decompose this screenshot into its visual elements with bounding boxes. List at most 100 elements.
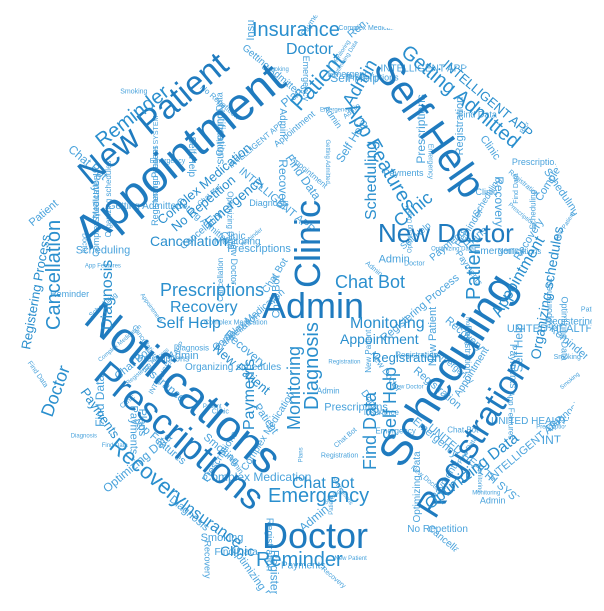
filler-word: Optimizing Data: [215, 92, 225, 156]
filler-word: Doctor: [404, 260, 425, 267]
filler-word: Admin: [168, 350, 199, 362]
word-monitoring: Monitoring: [350, 315, 425, 332]
filler-word: Monitoring: [472, 491, 500, 497]
word-cancellation-inner: Cancellation: [150, 233, 227, 249]
word-admin-center: Admin: [262, 285, 364, 326]
filler-word: Optimizing Data: [407, 210, 413, 253]
filler-word: Plans: [136, 409, 148, 437]
filler-word: Diagnosis: [71, 434, 97, 440]
filler-word: Registering Process: [150, 145, 160, 226]
filler-word: Getting Admitted: [324, 140, 330, 184]
filler-word: Insurance: [364, 408, 400, 417]
filler-word: Registering Process: [545, 317, 604, 328]
filler-word: Payments: [281, 561, 325, 572]
filler-word: Recovery: [276, 159, 290, 210]
filler-word: Chat Bot: [333, 427, 358, 450]
filler-word: Prescriptions: [536, 424, 571, 430]
filler-word: Complex Medication: [204, 319, 268, 326]
filler-word: Patient: [329, 496, 335, 515]
filler-word: Find Data: [93, 375, 107, 427]
word-monitoring-vert: Monitoring: [284, 346, 304, 430]
word-self-help-lower: Self Help: [380, 367, 400, 440]
filler-word: App Features: [85, 264, 121, 270]
word-prescriptions-small: Prescriptions: [160, 280, 264, 300]
filler-word: Registration: [463, 325, 473, 373]
filler-word: No Repetition: [407, 524, 468, 535]
filler-word: Emergency: [328, 69, 374, 79]
filler-word: Self Help: [511, 323, 525, 372]
word-cancellation: Cancellation: [43, 220, 65, 330]
filler-word: Organizing schedules: [185, 362, 281, 373]
filler-word: Registration: [263, 518, 274, 571]
filler-word: Emergency: [320, 108, 350, 114]
filler-word: Payments: [90, 173, 102, 222]
filler-word: Prescriptions: [512, 157, 565, 167]
word-diagnosis-left: Diagnosis: [99, 260, 116, 330]
filler-word: INTELLIGENT APP: [381, 63, 468, 74]
filler-word: Notifications: [215, 105, 227, 165]
filler-word: App Features: [507, 391, 516, 439]
filler-word: Chat Bot: [447, 425, 479, 434]
filler-word: New Patient: [335, 556, 368, 562]
filler-word: Complex Medication: [338, 25, 402, 32]
filler-word: Emergency: [426, 144, 433, 180]
filler-word: Notifications: [498, 247, 542, 256]
filler-word: UNITED HEALTH SYSTEM: [491, 416, 604, 427]
word-emergency: Emergency: [268, 485, 369, 507]
filler-word: Optimizing Data: [225, 191, 234, 248]
filler-word: Find Data: [513, 173, 520, 203]
filler-word: Find Data: [102, 443, 129, 449]
word-chat-bot: Chat Bot: [335, 272, 405, 292]
filler-word: Find Data: [26, 360, 49, 389]
filler-word: Smoking: [266, 67, 289, 73]
filler-word: Registration: [321, 452, 358, 459]
filler-word: Admin: [277, 108, 288, 136]
filler-word: Smoking: [554, 354, 581, 361]
word-recovery-small: Recovery: [170, 299, 238, 316]
filler-word: Emergency: [474, 246, 525, 257]
filler-word: Prescriptions: [227, 243, 291, 255]
filler-word: Payments: [127, 406, 139, 455]
filler-word: Emergency: [375, 427, 415, 436]
filler-word: Plans: [298, 447, 304, 462]
word-clinic-bottom: Clinic: [220, 543, 254, 559]
filler-word: Registration: [328, 360, 360, 366]
word-scheduling-small: Scheduling: [363, 141, 380, 220]
filler-word: Getting Admitted: [108, 201, 182, 212]
filler-word: Clinic: [221, 231, 245, 242]
filler-word: Emergency: [301, 56, 311, 102]
filler-word: Recovery: [203, 541, 213, 580]
filler-word: Monitoring: [476, 465, 482, 493]
filler-word: Admin: [379, 253, 410, 265]
filler-word: Appointment: [544, 278, 554, 329]
filler-word: Organizing schedules: [104, 160, 113, 237]
word-reminder-bottom: Reminder: [256, 549, 343, 571]
filler-word: Patient: [581, 307, 603, 314]
filler-word: Registration: [507, 169, 540, 198]
filler-word: Registration: [395, 351, 438, 360]
filler-word: Smoking: [120, 89, 147, 96]
filler-word: Monitoring: [214, 237, 261, 248]
filler-word: Self Help: [330, 71, 379, 85]
filler-word: New Patient: [364, 329, 373, 373]
filler-word: Prescriptions: [138, 353, 191, 363]
word-insurance: Insurance: [252, 19, 340, 41]
filler-word: Clinic: [476, 187, 499, 197]
filler-word: Prescriptions: [414, 94, 428, 163]
word-doctor-bottom: Doctor: [262, 515, 368, 556]
word-diagnosis: Diagnosis: [301, 322, 323, 410]
filler-word: Admin: [480, 496, 506, 506]
word-clinic-center: Clinic: [287, 200, 328, 288]
filler-word: Reminder: [50, 289, 89, 299]
word-appointment-small: Appointment: [340, 331, 419, 347]
filler-word: Reminder: [345, 1, 390, 41]
filler-word: New Patient: [427, 307, 439, 366]
filler-word: Find Data: [215, 547, 259, 558]
filler-word: UNITED HEALTH SYSTEM: [153, 116, 160, 202]
filler-word: Registering Process: [268, 550, 282, 611]
word-self-help-small: Self Help: [156, 315, 221, 332]
filler-word: Prescriptions: [324, 401, 388, 413]
filler-word: Doctor: [80, 233, 87, 254]
word-doctor-top: Doctor: [286, 41, 334, 58]
